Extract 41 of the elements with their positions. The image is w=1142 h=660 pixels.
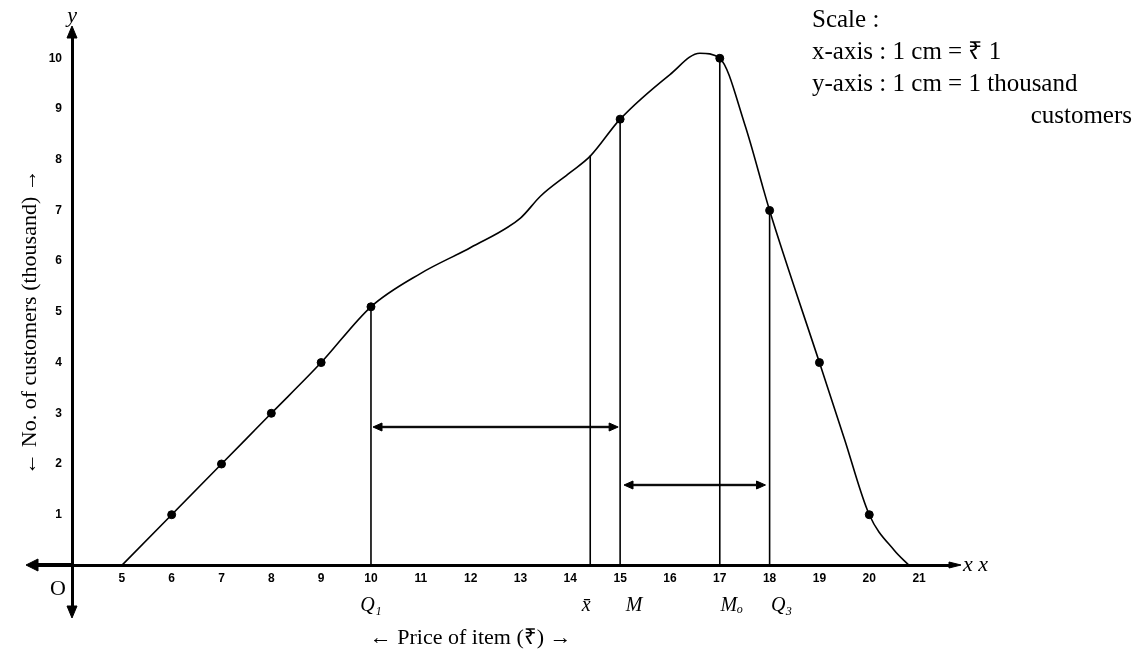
y-tick-label: 1 bbox=[55, 507, 63, 522]
text: O bbox=[50, 575, 66, 601]
x-tick-label: 6 bbox=[168, 570, 176, 585]
y-tick-label: 7 bbox=[55, 202, 63, 217]
annotation: x̄ bbox=[580, 592, 591, 615]
y-tick-label: 8 bbox=[55, 152, 63, 167]
text: customers bbox=[1030, 100, 1132, 128]
x-tick-label: 20 bbox=[862, 570, 877, 585]
x-tick-label: 11 bbox=[414, 570, 428, 585]
x-axis-title: ← Price of item (₹) → bbox=[369, 623, 572, 649]
annotation: Q₃ bbox=[770, 592, 793, 615]
x-tick-label: 12 bbox=[463, 570, 478, 585]
annotation: Mₒ bbox=[719, 592, 744, 615]
x-tick-label: 7 bbox=[218, 570, 226, 585]
y-tick-label: 6 bbox=[55, 253, 63, 268]
x-tick-label: 13 bbox=[513, 570, 528, 585]
x-tick-label: 19 bbox=[812, 570, 827, 585]
x-tick-label: 8 bbox=[267, 570, 275, 585]
x-tick-label: 10 bbox=[364, 570, 378, 585]
y-tick-label: 10 bbox=[48, 50, 63, 65]
y-tick-label: 5 bbox=[55, 304, 63, 319]
annotation: M bbox=[624, 592, 644, 615]
x-tick-label: 15 bbox=[613, 570, 628, 585]
annotation: x-axis : 1 cm = ₹ 1 bbox=[812, 36, 1002, 64]
y-tick-label: 9 bbox=[55, 101, 63, 116]
x-tick-label: 18 bbox=[762, 570, 777, 585]
y-tick-label: 2 bbox=[55, 456, 63, 471]
y-tick-label: 3 bbox=[55, 405, 63, 420]
text: y bbox=[65, 1, 78, 27]
y-axis-title: ← No. of customers (thousand) → bbox=[15, 169, 41, 475]
annotation: y-axis : 1 cm = 1 thousand bbox=[812, 68, 1078, 96]
text: Scale : bbox=[812, 4, 880, 32]
x-tick-label: 5 bbox=[118, 570, 126, 585]
text: x x bbox=[962, 551, 989, 577]
x-tick-label: 17 bbox=[713, 570, 727, 585]
x-tick-label: 14 bbox=[563, 570, 578, 585]
x-tick-label: 16 bbox=[663, 570, 677, 585]
y-tick-label: 4 bbox=[55, 354, 63, 369]
annotation: Q₁ bbox=[360, 592, 382, 615]
x-tick-label: 21 bbox=[912, 570, 927, 585]
x-tick-label: 9 bbox=[317, 570, 325, 585]
